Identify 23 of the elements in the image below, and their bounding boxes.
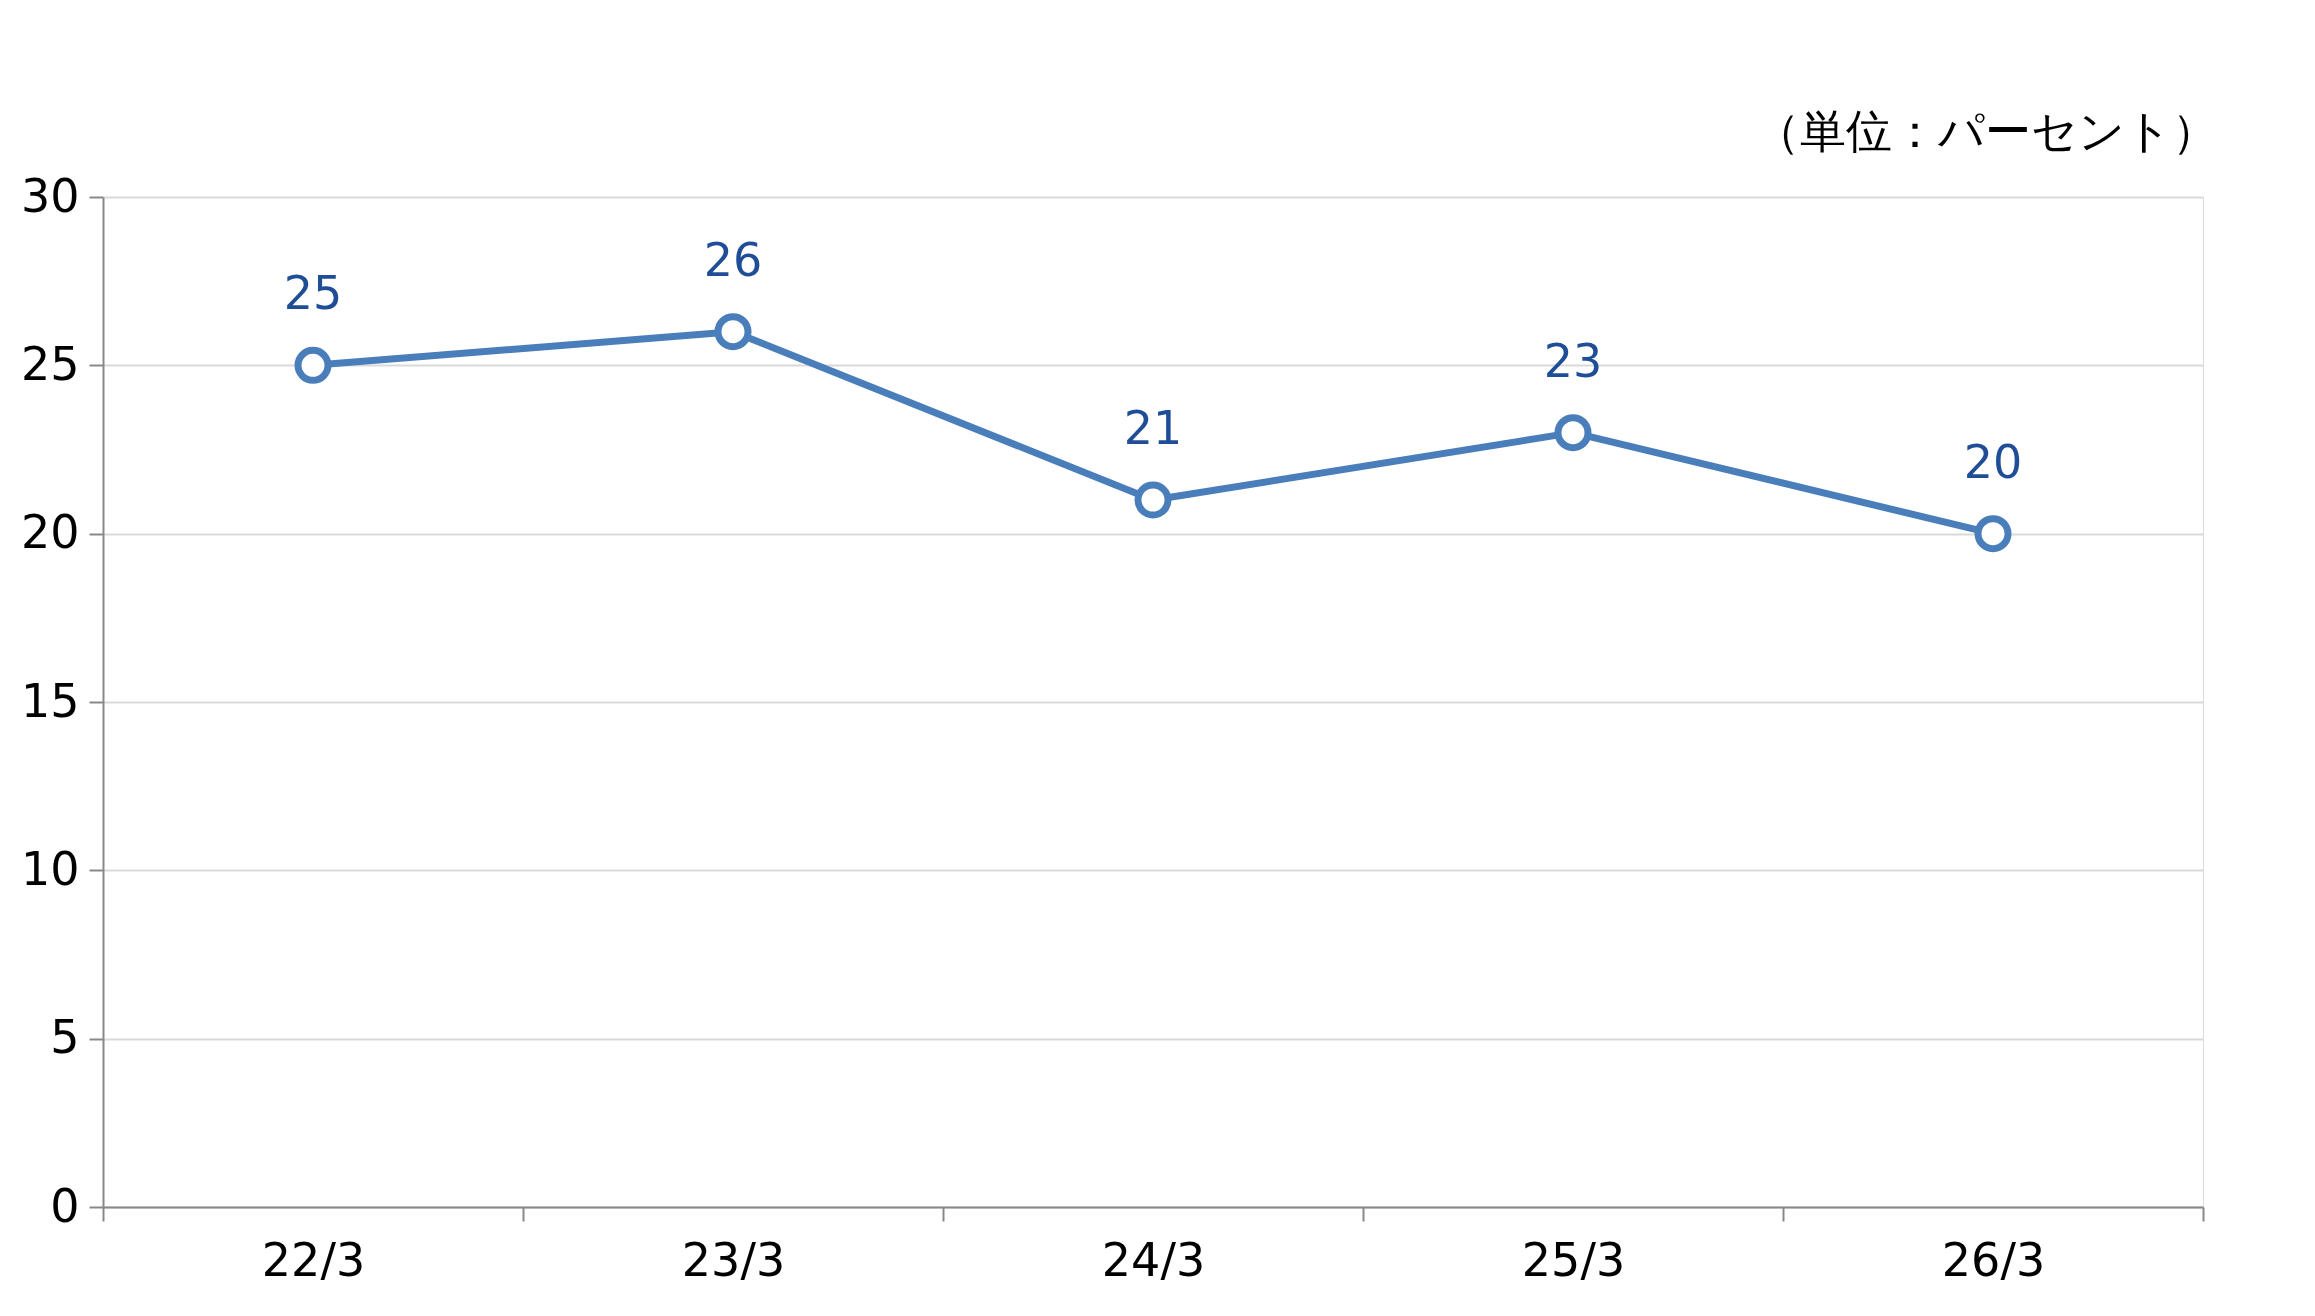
data-label: 25 xyxy=(283,266,343,321)
data-label: 26 xyxy=(703,232,763,287)
y-tick-label: 10 xyxy=(20,841,80,896)
point xyxy=(1134,481,1172,519)
y-tick-label: 0 xyxy=(50,1178,80,1233)
x-tick-label: 24/3 xyxy=(1101,1232,1206,1287)
y-tick-label: 25 xyxy=(20,336,80,391)
point xyxy=(714,313,752,351)
x-tick-label: 25/3 xyxy=(1521,1232,1626,1287)
data-label: 20 xyxy=(1963,434,2023,489)
y-tick-label: 15 xyxy=(20,673,80,728)
y-tick-label: 30 xyxy=(20,168,80,223)
point xyxy=(1554,414,1592,452)
point xyxy=(1974,515,2012,553)
text: （単位：パーセント） xyxy=(1754,104,2218,158)
x-tick-label: 22/3 xyxy=(261,1232,366,1287)
x-tick-label: 26/3 xyxy=(1941,1232,2046,1287)
point xyxy=(294,346,332,384)
data-label: 21 xyxy=(1123,401,1183,455)
data-label: 23 xyxy=(1543,333,1603,388)
y-tick-label: 20 xyxy=(20,505,80,560)
x-tick-label: 23/3 xyxy=(681,1232,786,1287)
y-tick-label: 5 xyxy=(50,1010,80,1065)
